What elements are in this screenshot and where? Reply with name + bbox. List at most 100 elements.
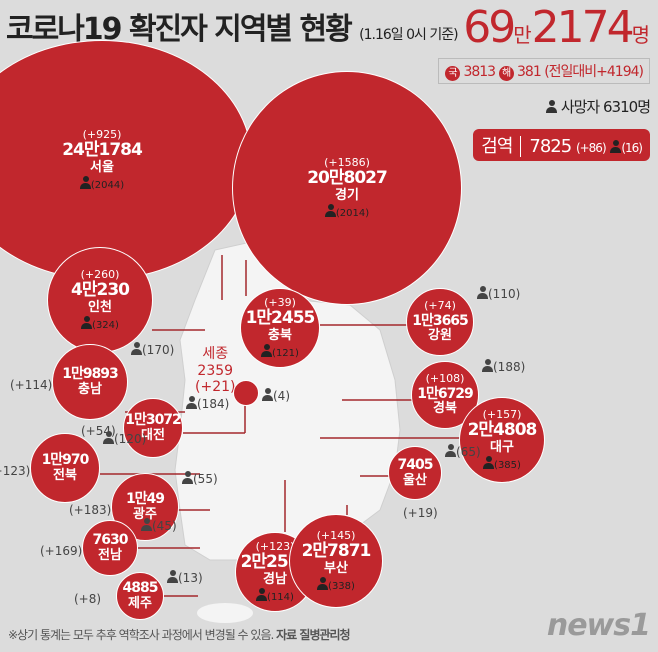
person-icon — [256, 587, 268, 601]
total-man-unit: 만 — [513, 23, 532, 47]
region-daejeon: 1만3072 대전 — [123, 398, 183, 458]
person-icon — [610, 140, 622, 153]
breakdown-box: 국 3813 해 381 (전일대비+4194) — [438, 58, 650, 84]
region-incheon: (+260) 4만230 인천 (324) — [47, 247, 153, 353]
region-name: 전남 — [98, 547, 122, 563]
region-sejong — [233, 380, 259, 406]
deaths-count: (4) — [273, 389, 290, 403]
region-change: (+39) — [264, 295, 296, 309]
region-deaths: (114) — [256, 587, 294, 604]
person-icon — [324, 203, 336, 217]
total-cases: 69만2174명 — [463, 2, 650, 53]
person-icon — [131, 342, 142, 355]
deaths-count: (324) — [92, 319, 119, 331]
total-rest: 2174 — [531, 2, 635, 53]
region-deaths: (338) — [317, 576, 355, 593]
region-name: 충북 — [268, 327, 292, 343]
person-icon — [167, 570, 178, 583]
region-deaths: (188) — [482, 359, 525, 374]
deaths-count: (188) — [493, 360, 526, 374]
region-deaths: (2044) — [79, 175, 125, 192]
domestic-badge: 국 — [445, 66, 460, 81]
region-deaths: (184) — [186, 396, 229, 411]
vs-prev: (전일대비+4194) — [544, 64, 644, 80]
region-total: 7630 — [92, 532, 129, 549]
person-icon — [261, 343, 273, 357]
region-total: 2만4808 — [467, 420, 538, 441]
deaths-total: 사망자 6310명 — [546, 96, 651, 117]
region-jeonnam: 7630 전남 — [82, 520, 138, 576]
region-total: 1만49 — [125, 491, 165, 508]
region-name: 서울 — [90, 159, 114, 175]
region-name: 대전 — [141, 427, 165, 443]
region-change: (+123) — [0, 464, 31, 478]
region-change: (+925) — [82, 127, 122, 141]
sejong-label: 세종 2359 (+21) — [195, 343, 235, 395]
overseas-badge: 해 — [498, 66, 514, 81]
region-change: (+74) — [424, 299, 456, 313]
region-deaths: (45) — [141, 518, 177, 533]
deaths-count: (121) — [272, 347, 299, 359]
deaths-count: (114) — [267, 591, 294, 603]
person-icon — [317, 576, 329, 590]
region-jeonbuk: 1만970 전북 — [30, 433, 100, 503]
deaths-value: 6310명 — [603, 98, 651, 116]
region-change: (+114) — [10, 378, 53, 392]
region-deaths: (170) — [131, 342, 174, 357]
region-deaths: (2014) — [324, 203, 370, 220]
region-total: 2359 — [197, 363, 234, 379]
deaths-label: 사망자 — [560, 98, 600, 116]
region-change: (+108) — [425, 372, 465, 386]
region-total: 20만8027 — [307, 168, 388, 189]
title-text: 코로나19 확진자 지역별 현황 — [6, 12, 353, 47]
overseas-count: 381 — [517, 64, 542, 80]
deaths-count: (2014) — [335, 207, 370, 219]
region-total: 1만3665 — [412, 312, 469, 329]
region-deaths: (55) — [182, 471, 218, 486]
person-icon — [81, 315, 93, 329]
region-deaths: (324) — [81, 315, 119, 332]
region-deaths: (121) — [261, 343, 299, 360]
quarantine-deaths: (16) — [621, 141, 643, 155]
region-change: (+123) — [255, 539, 295, 553]
region-total: 2만7871 — [301, 541, 372, 562]
region-deaths: (13) — [167, 570, 203, 585]
region-total: 24만1784 — [62, 140, 143, 161]
region-change: (+1586) — [324, 155, 370, 169]
region-change: (+21) — [195, 379, 236, 395]
region-deaths: (110) — [477, 286, 520, 301]
region-total: 4885 — [122, 580, 159, 597]
region-daegu: (+157) 2만4808 대구 (385) — [459, 397, 545, 483]
region-gyeongbuk: (+108) 1만6729 경북 — [411, 361, 479, 429]
region-change: (+183) — [69, 503, 112, 517]
region-total: 1만9893 — [62, 366, 119, 383]
region-deaths: (65) — [445, 444, 481, 459]
deaths-count: (13) — [178, 571, 203, 585]
deaths-count: (385) — [494, 459, 521, 471]
person-icon — [477, 286, 488, 299]
quarantine-label: 검역 — [481, 136, 513, 157]
region-name: 경북 — [433, 400, 457, 416]
region-name: 충남 — [78, 381, 102, 397]
region-total: 4만230 — [71, 280, 130, 301]
quarantine-value: 7825 — [529, 136, 572, 157]
deaths-count: (2044) — [90, 179, 125, 191]
region-name: 부산 — [324, 560, 348, 576]
person-icon — [141, 518, 152, 531]
region-name: 광주 — [133, 506, 157, 522]
region-deaths: (120) — [103, 431, 146, 446]
region-name: 강원 — [428, 327, 452, 343]
region-change: (+157) — [482, 407, 522, 421]
deaths-count: (338) — [328, 580, 355, 592]
region-total: 1만970 — [41, 452, 90, 469]
person-icon — [482, 359, 493, 372]
region-name: 경남 — [263, 571, 287, 587]
deaths-count: (170) — [142, 343, 175, 357]
deaths-count: (45) — [152, 519, 177, 533]
region-name: 울산 — [403, 472, 427, 488]
person-icon — [445, 444, 456, 457]
region-ulsan: 7405 울산 — [388, 446, 442, 500]
region-change: (+145) — [316, 528, 356, 542]
page-title: 코로나19 확진자 지역별 현황 (1.16일 0시 기준) — [6, 4, 459, 48]
